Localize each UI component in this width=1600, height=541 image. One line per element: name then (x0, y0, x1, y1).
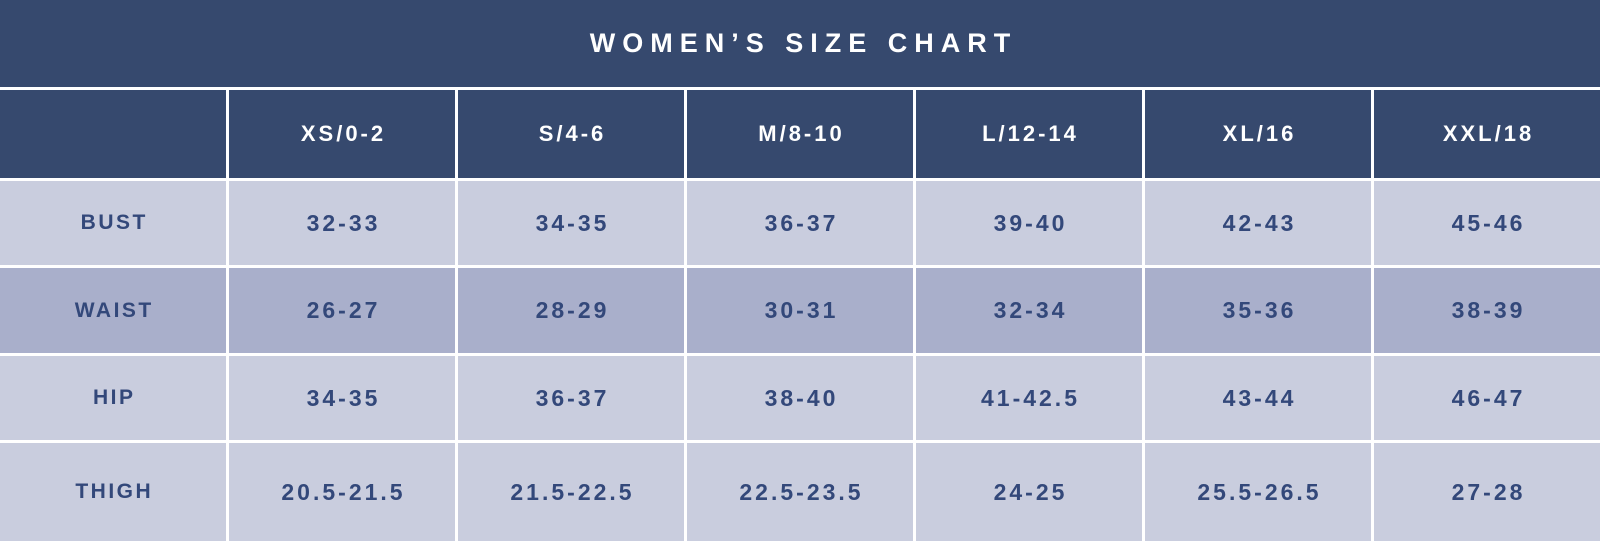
chart-title-band: WOMEN’S SIZE CHART (0, 0, 1600, 87)
corner-cell (0, 90, 226, 178)
size-cell-waist-xl: 35-36 (1145, 268, 1371, 353)
column-header-xl: XL/16 (1145, 90, 1371, 178)
size-cell-thigh-s: 21.5-22.5 (458, 443, 684, 541)
row-label-thigh: THIGH (0, 443, 226, 541)
column-header-xs: XS/0-2 (229, 90, 455, 178)
size-cell-bust-xs: 32-33 (229, 181, 455, 265)
size-cell-bust-s: 34-35 (458, 181, 684, 265)
size-cell-waist-l: 32-34 (916, 268, 1142, 353)
size-cell-hip-s: 36-37 (458, 356, 684, 440)
size-cell-hip-xxl: 46-47 (1374, 356, 1600, 440)
size-cell-waist-xxl: 38-39 (1374, 268, 1600, 353)
column-header-s: S/4-6 (458, 90, 684, 178)
size-cell-bust-l: 39-40 (916, 181, 1142, 265)
size-cell-hip-l: 41-42.5 (916, 356, 1142, 440)
size-cell-thigh-xl: 25.5-26.5 (1145, 443, 1371, 541)
size-cell-thigh-m: 22.5-23.5 (687, 443, 913, 541)
row-label-hip: HIP (0, 356, 226, 440)
size-cell-waist-s: 28-29 (458, 268, 684, 353)
size-cell-thigh-l: 24-25 (916, 443, 1142, 541)
size-cell-hip-xs: 34-35 (229, 356, 455, 440)
size-cell-hip-xl: 43-44 (1145, 356, 1371, 440)
column-header-l: L/12-14 (916, 90, 1142, 178)
size-cell-thigh-xs: 20.5-21.5 (229, 443, 455, 541)
size-cell-bust-m: 36-37 (687, 181, 913, 265)
size-cell-thigh-xxl: 27-28 (1374, 443, 1600, 541)
size-cell-waist-xs: 26-27 (229, 268, 455, 353)
column-header-xxl: XXL/18 (1374, 90, 1600, 178)
row-label-waist: WAIST (0, 268, 226, 353)
size-cell-waist-m: 30-31 (687, 268, 913, 353)
row-label-bust: BUST (0, 181, 226, 265)
column-header-m: M/8-10 (687, 90, 913, 178)
size-cell-hip-m: 38-40 (687, 356, 913, 440)
size-cell-bust-xl: 42-43 (1145, 181, 1371, 265)
chart-title: WOMEN’S SIZE CHART (589, 28, 1018, 58)
size-cell-bust-xxl: 45-46 (1374, 181, 1600, 265)
